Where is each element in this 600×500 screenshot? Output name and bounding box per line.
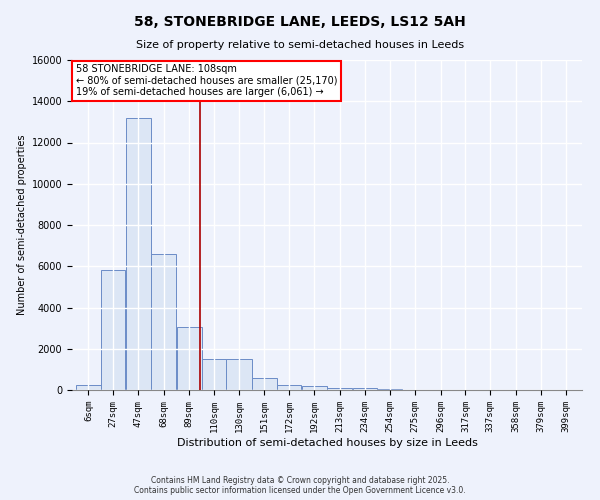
Bar — [125, 118, 151, 390]
Bar — [277, 385, 301, 390]
Bar — [226, 359, 251, 390]
Bar — [76, 385, 101, 390]
X-axis label: Distribution of semi-detached houses by size in Leeds: Distribution of semi-detached houses by … — [176, 438, 478, 448]
Bar — [202, 359, 226, 390]
Text: 58 STONEBRIDGE LANE: 108sqm
← 80% of semi-detached houses are smaller (25,170)
1: 58 STONEBRIDGE LANE: 108sqm ← 80% of sem… — [76, 64, 337, 98]
Bar — [302, 386, 327, 390]
Bar — [151, 254, 176, 390]
Text: Contains HM Land Registry data © Crown copyright and database right 2025.
Contai: Contains HM Land Registry data © Crown c… — [134, 476, 466, 495]
Bar — [353, 388, 377, 390]
Text: 58, STONEBRIDGE LANE, LEEDS, LS12 5AH: 58, STONEBRIDGE LANE, LEEDS, LS12 5AH — [134, 15, 466, 29]
Text: Size of property relative to semi-detached houses in Leeds: Size of property relative to semi-detach… — [136, 40, 464, 50]
Y-axis label: Number of semi-detached properties: Number of semi-detached properties — [17, 134, 28, 316]
Bar — [101, 270, 125, 390]
Bar — [176, 327, 202, 390]
Bar — [252, 378, 277, 390]
Bar — [327, 388, 352, 390]
